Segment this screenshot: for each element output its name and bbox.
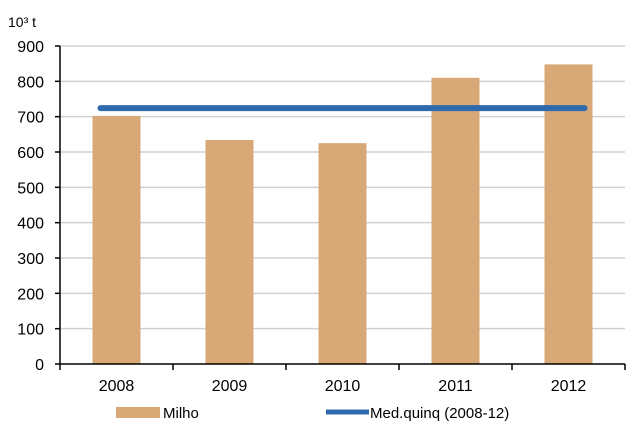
y-tick-labels: 0 100 200 300 400 500 600 700 800 900 xyxy=(17,39,44,374)
axes xyxy=(55,45,626,370)
x-tick-label-2012: 2012 xyxy=(551,378,587,395)
y-tick-label-100: 100 xyxy=(17,322,44,339)
bar-2010 xyxy=(318,143,367,364)
x-tick-label-2008: 2008 xyxy=(99,378,135,395)
bar-2008 xyxy=(92,115,141,365)
legend: Milho Med.quinq (2008-12) xyxy=(116,405,509,422)
bar-2011 xyxy=(431,77,480,365)
bar-2012 xyxy=(544,64,593,364)
bars xyxy=(92,64,593,365)
x-tick-label-2010: 2010 xyxy=(325,378,361,395)
y-tick-label-600: 600 xyxy=(17,145,44,162)
legend-label-milho: Milho xyxy=(163,405,199,422)
y-tick-label-400: 400 xyxy=(17,216,44,233)
y-tick-label-300: 300 xyxy=(17,251,44,268)
bar-2009 xyxy=(205,139,254,364)
legend-label-average: Med.quinq (2008-12) xyxy=(370,405,509,422)
y-tick-label-500: 500 xyxy=(17,180,44,197)
x-tick-labels: 2008 2009 2010 2011 2012 xyxy=(99,378,587,395)
y-tick-label-800: 800 xyxy=(17,74,44,91)
y-axis-unit-label: 10³ t xyxy=(8,14,36,30)
legend-swatch-milho xyxy=(116,407,160,418)
y-tick-label-700: 700 xyxy=(17,110,44,127)
x-tick-label-2009: 2009 xyxy=(212,378,248,395)
y-tick-label-900: 900 xyxy=(17,39,44,56)
y-tick-label-0: 0 xyxy=(35,357,44,374)
y-tick-label-200: 200 xyxy=(17,286,44,303)
x-tick-label-2011: 2011 xyxy=(438,378,473,395)
